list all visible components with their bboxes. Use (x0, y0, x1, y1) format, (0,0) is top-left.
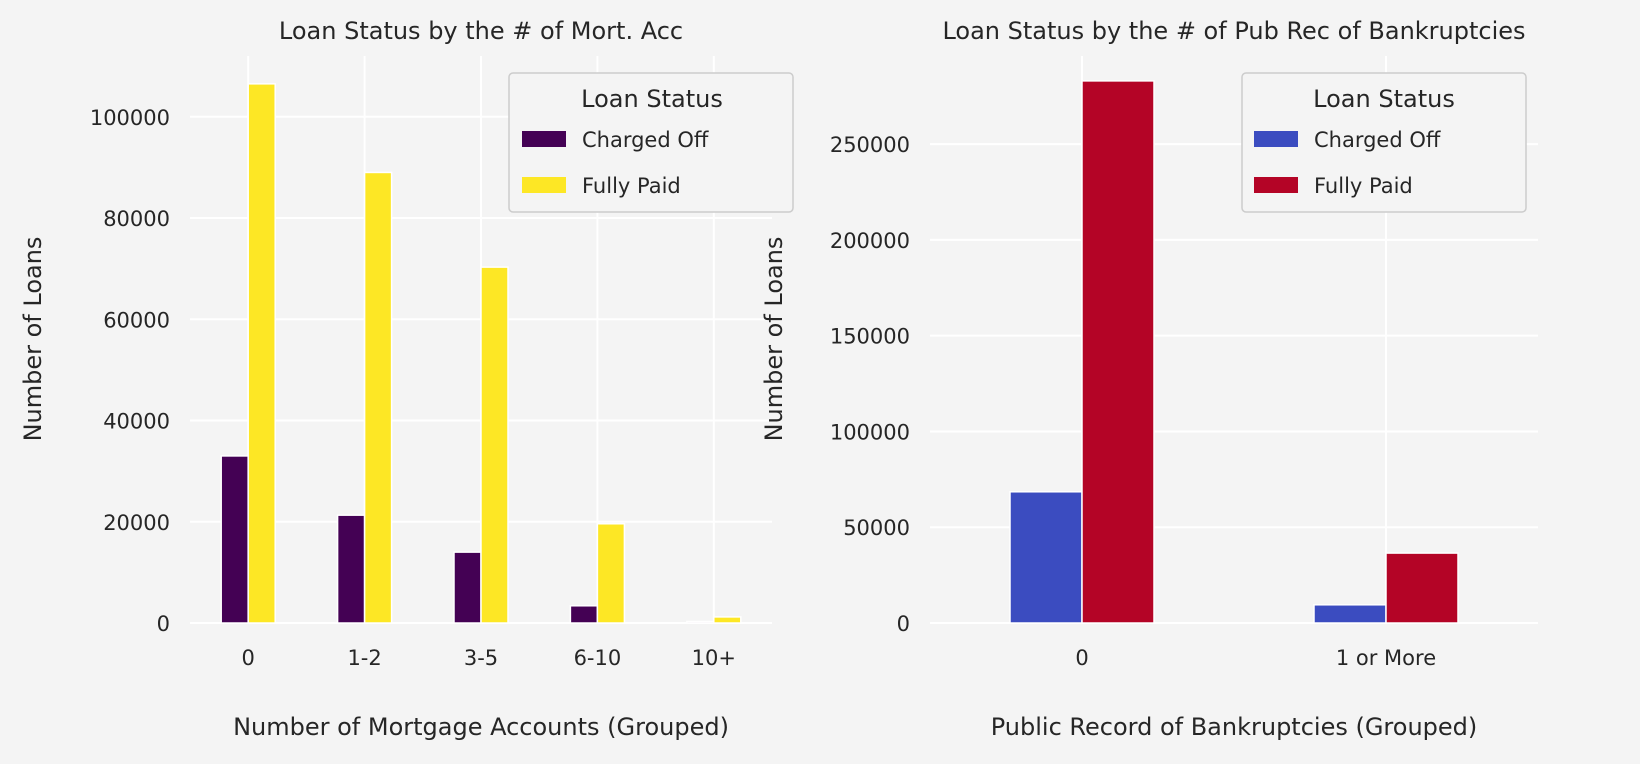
y-tick-label-100000: 100000 (90, 106, 170, 130)
bar-fully-paid-1-or-more (1385, 552, 1459, 624)
y-tick-label-80000: 80000 (103, 207, 170, 231)
chart-2-legend-title: Loan Status (1313, 85, 1455, 113)
bar-charged-off-6-10 (569, 605, 599, 624)
chart-1-y-axis-label: Number of Loans (19, 237, 47, 442)
chart-2-legend-box (1241, 72, 1527, 213)
chart-2-x-axis-label: Public Record of Bankruptcies (Grouped) (991, 713, 1478, 741)
chart-2-legend-label-fully-paid: Fully Paid (1314, 174, 1413, 198)
x-tick-label-1-or-more: 1 or More (1336, 646, 1436, 670)
bar-charged-off-1-or-more (1313, 604, 1387, 624)
y-tick-label-40000: 40000 (103, 410, 170, 434)
x-tick-label-3-5: 3-5 (464, 646, 498, 670)
bar-fully-paid-3-5 (480, 266, 509, 624)
chart-1-legend-swatch-charged-off (522, 131, 566, 147)
chart-1-y-ticks: 0 20000 40000 60000 80000 100000 (90, 106, 170, 636)
y-tick-label-0: 0 (157, 612, 170, 636)
x-tick-label-6-10: 6-10 (574, 646, 622, 670)
chart-2-legend: Loan Status Charged Off Fully Paid (1241, 72, 1527, 213)
chart-1-legend-box (508, 72, 794, 213)
bar-charged-off-0 (220, 455, 249, 624)
y-tick-label-0: 0 (897, 612, 910, 636)
chart-1-legend-swatch-fully-paid (522, 177, 566, 193)
x-tick-label-1-2: 1-2 (347, 646, 381, 670)
chart-2-x-ticks: 0 1 or More (1075, 646, 1436, 670)
y-tick-label-250000: 250000 (830, 133, 910, 157)
bar-charged-off-10 (686, 620, 715, 624)
bar-fully-paid-6-10 (596, 523, 626, 624)
bar-charged-off-0 (1009, 491, 1083, 624)
chart-1: 0 20000 40000 60000 80000 100000 0 1-2 3-5 6-10 1… (19, 17, 794, 741)
chart-2-y-axis-label: Number of Loans (760, 237, 788, 442)
y-tick-label-60000: 60000 (103, 308, 170, 332)
y-tick-label-50000: 50000 (843, 516, 910, 540)
chart-1-legend-label-fully-paid: Fully Paid (582, 174, 681, 198)
chart-2: 0 50000 100000 150000 200000 250000 0 1 or Mor… (760, 17, 1538, 741)
chart-2-legend-swatch-fully-paid (1254, 177, 1298, 193)
bar-fully-paid-1-2 (363, 171, 393, 624)
bar-charged-off-1-2 (336, 514, 366, 624)
y-tick-label-200000: 200000 (830, 229, 910, 253)
chart-1-legend-label-charged-off: Charged Off (582, 128, 709, 152)
chart-2-y-ticks: 0 50000 100000 150000 200000 250000 (830, 133, 910, 636)
chart-2-bars (1009, 80, 1459, 624)
bar-charged-off-3-5 (453, 551, 482, 624)
x-tick-label-10: 10+ (692, 646, 736, 670)
chart-1-legend-title: Loan Status (581, 85, 723, 113)
chart-1-x-ticks: 0 1-2 3-5 6-10 10+ (242, 646, 736, 670)
x-tick-label-0: 0 (1075, 646, 1088, 670)
chart-2-legend-swatch-charged-off (1254, 131, 1298, 147)
y-tick-label-100000: 100000 (830, 420, 910, 444)
bar-fully-paid-0 (1081, 80, 1155, 624)
x-tick-label-0: 0 (242, 646, 255, 670)
bar-fully-paid-0 (247, 83, 276, 624)
y-tick-label-150000: 150000 (830, 325, 910, 349)
chart-2-legend-label-charged-off: Charged Off (1314, 128, 1441, 152)
chart-1-title: Loan Status by the # of Mort. Acc (279, 17, 683, 45)
bar-fully-paid-10 (713, 616, 742, 624)
chart-2-title: Loan Status by the # of Pub Rec of Bankr… (942, 17, 1525, 45)
chart-1-x-axis-label: Number of Mortgage Accounts (Grouped) (233, 713, 729, 741)
chart-1-bars (220, 83, 742, 624)
y-tick-label-20000: 20000 (103, 511, 170, 535)
chart-1-legend: Loan Status Charged Off Fully Paid (508, 72, 794, 213)
